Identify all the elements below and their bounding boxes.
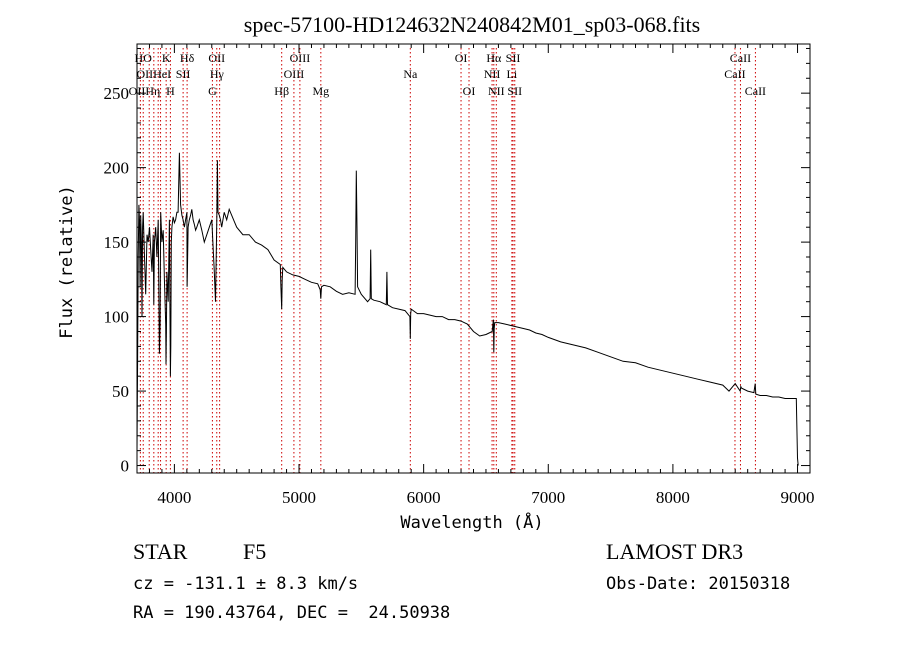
- x-tick-label-5000: 5000: [282, 488, 316, 507]
- line-label-6: Hα: [486, 51, 502, 65]
- line-label-14: NII: [484, 67, 501, 81]
- y-axis-ticks: 0 50 100 150 200 250: [104, 47, 810, 476]
- line-label-7: SII: [506, 51, 521, 65]
- line-label-18: H: [166, 84, 175, 98]
- x-tick-label-7000: 7000: [531, 488, 565, 507]
- coordinates-readout: RA = 190.43764, DEC = 24.50938: [133, 603, 451, 623]
- y-axis-label: Flux (relative): [57, 185, 77, 339]
- x-tick-label-6000: 6000: [407, 488, 441, 507]
- line-label-1: K: [162, 51, 171, 65]
- line-label-9: OIIHeI: [136, 67, 171, 81]
- line-label-17: OIIHη: [129, 84, 161, 98]
- y-tick-label-250: 250: [104, 84, 130, 103]
- line-label-5: OI: [455, 51, 468, 65]
- line-label-0: HO: [135, 51, 153, 65]
- x-axis-label: Wavelength (Å): [400, 511, 543, 533]
- line-label-22: OI: [463, 84, 476, 98]
- flux-series-line: [136, 152, 799, 466]
- redshift-readout: cz = -131.1 ± 8.3 km/s: [133, 574, 359, 594]
- object-class: STAR: [133, 539, 188, 564]
- line-label-10: SII: [176, 67, 191, 81]
- survey-name: LAMOST DR3: [606, 539, 744, 564]
- line-label-13: Na: [403, 67, 418, 81]
- line-label-23: NII: [488, 84, 505, 98]
- line-label-3: OII: [208, 51, 225, 65]
- x-axis-ticks: 4000 5000 6000 7000 8000 9000: [136, 44, 815, 507]
- emission-line-markers: [139, 48, 756, 473]
- line-label-8: CaII: [730, 51, 751, 65]
- line-label-12: OIII: [284, 67, 305, 81]
- observation-date: Obs-Date: 20150318: [606, 574, 791, 594]
- x-tick-label-4000: 4000: [157, 488, 191, 507]
- line-label-24: SII: [507, 84, 522, 98]
- line-label-19: G: [208, 84, 217, 98]
- y-tick-label-0: 0: [121, 457, 130, 476]
- object-subclass: F5: [243, 539, 267, 564]
- line-label-15: Li: [507, 67, 518, 81]
- y-tick-label-50: 50: [112, 382, 129, 401]
- y-tick-label-150: 150: [104, 233, 130, 252]
- y-tick-label-100: 100: [104, 308, 130, 327]
- line-label-25: CaII: [745, 84, 766, 98]
- x-tick-label-9000: 9000: [781, 488, 815, 507]
- y-tick-label-200: 200: [104, 159, 130, 178]
- emission-line-labels: HO K Hδ OII OIII OI Hα SII CaII OIIHeI SII Hγ OIII Na…: [129, 51, 766, 98]
- line-label-4: OIII: [290, 51, 311, 65]
- line-label-11: Hγ: [210, 67, 225, 81]
- line-label-20: Hβ: [274, 84, 289, 98]
- x-tick-label-8000: 8000: [656, 488, 690, 507]
- plot-frame: [136, 43, 811, 474]
- chart-title: spec-57100-HD124632N240842M01_sp03-068.f…: [244, 12, 700, 37]
- line-label-21: Mg: [312, 84, 329, 98]
- line-label-2: Hδ: [180, 51, 195, 65]
- line-label-16: CaII: [724, 67, 745, 81]
